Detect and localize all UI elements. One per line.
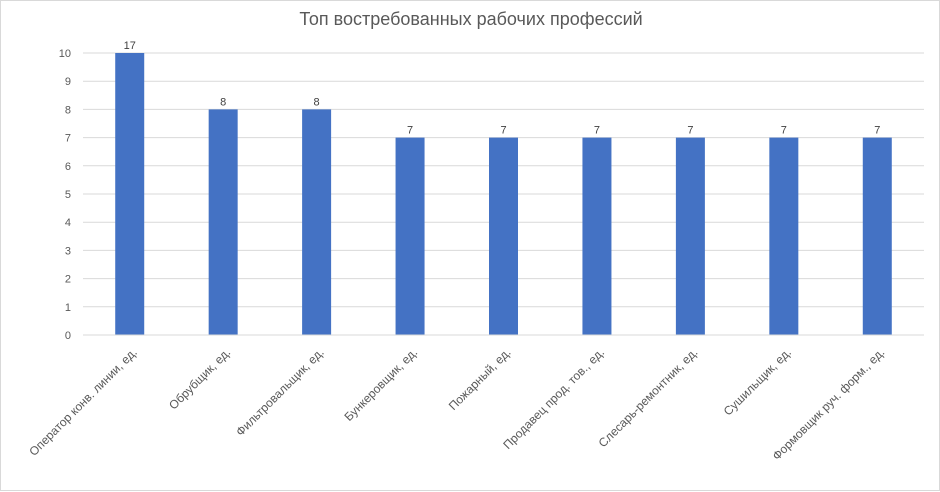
y-tick-label: 4 <box>65 217 71 229</box>
y-tick-label: 6 <box>65 161 71 173</box>
category-label: Бункеровщик, ед. <box>342 345 421 424</box>
data-label: 7 <box>407 125 413 137</box>
y-tick-label: 9 <box>65 76 71 88</box>
bar <box>489 137 518 335</box>
bar <box>769 137 799 335</box>
y-tick-label: 10 <box>59 48 71 60</box>
y-tick-label: 2 <box>65 274 71 286</box>
bar <box>302 109 332 336</box>
category-label: Формовщик руч. форм., ед. <box>770 345 888 463</box>
data-label: 7 <box>594 125 600 137</box>
data-label: 8 <box>314 96 320 108</box>
y-tick-label: 0 <box>65 330 71 342</box>
data-label: 8 <box>220 96 226 108</box>
category-label: Сушильщик, ед. <box>721 345 794 418</box>
chart-title: Топ востребованных рабочих профессий <box>299 9 643 29</box>
category-label: Продавец прод. тов., ед. <box>500 345 607 452</box>
y-tick-label: 5 <box>65 189 71 201</box>
bar <box>395 137 425 335</box>
bar <box>582 137 612 335</box>
y-tick-label: 3 <box>65 245 71 257</box>
category-label: Слесарь-ремонтник, ед. <box>596 345 701 450</box>
category-label: Оператор конв. линии, ед. <box>26 345 140 459</box>
bar <box>862 137 892 335</box>
y-tick-label: 7 <box>65 133 71 145</box>
category-label: Обрубщик, ед. <box>166 345 233 412</box>
data-label: 7 <box>781 125 787 137</box>
y-tick-label: 8 <box>65 104 71 116</box>
category-label: Фильтровальщик, ед. <box>233 345 327 439</box>
bar <box>675 137 705 335</box>
data-label: 17 <box>124 40 136 52</box>
y-tick-label: 1 <box>65 302 71 314</box>
category-label: Пожарный, ед. <box>446 345 514 413</box>
data-label: 7 <box>500 125 506 137</box>
bar <box>115 53 145 335</box>
data-label: 7 <box>687 125 693 137</box>
bar <box>208 109 238 336</box>
data-label: 7 <box>874 125 880 137</box>
